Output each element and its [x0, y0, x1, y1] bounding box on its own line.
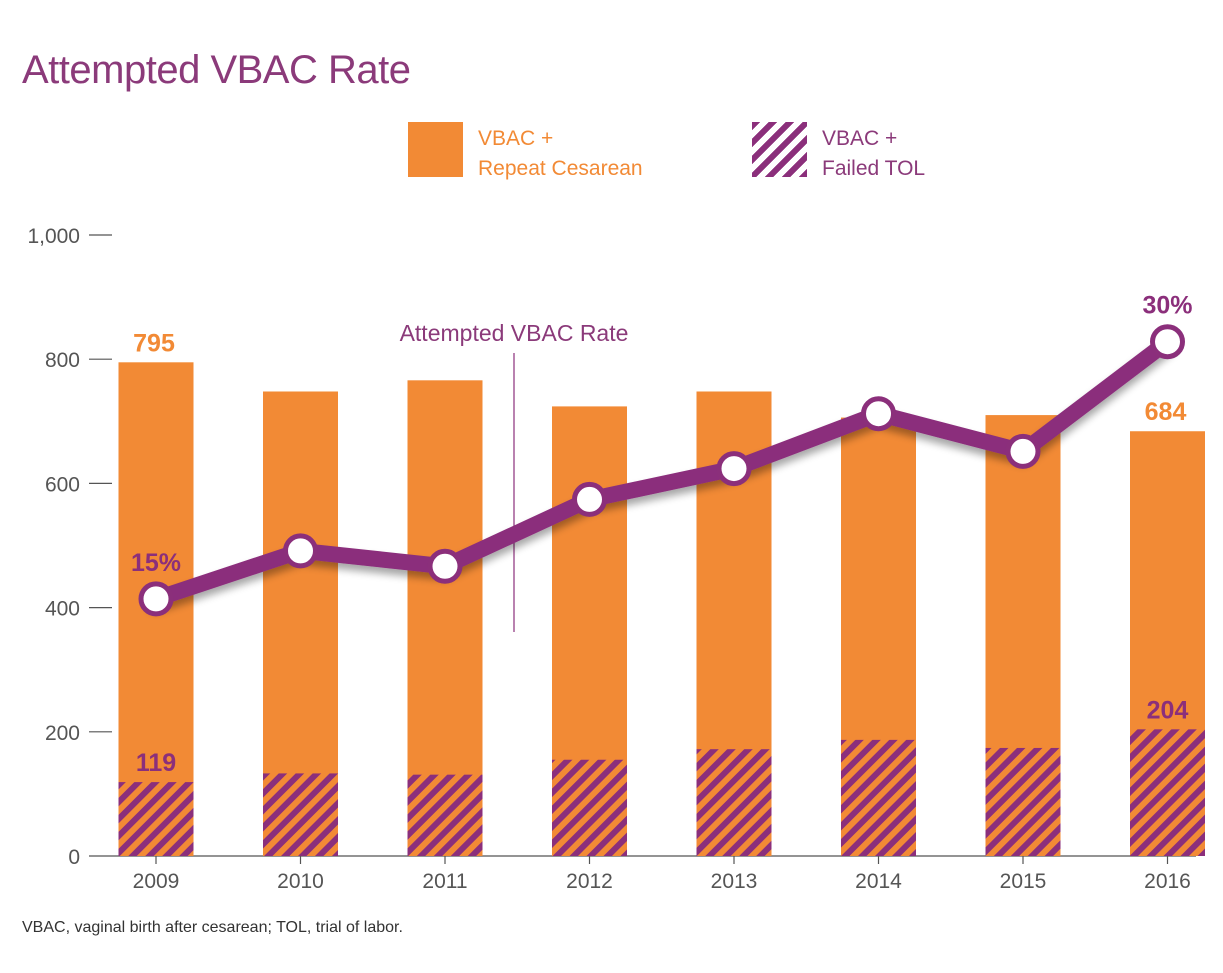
x-tick-label: 2012: [566, 870, 613, 893]
rate-value-label: 30%: [1142, 292, 1192, 320]
bar-value-label: 795: [133, 329, 175, 357]
rate-point: [572, 481, 607, 517]
rate-line: [148, 333, 1176, 607]
footnote: VBAC, vaginal birth after cesarean; TOL,…: [22, 919, 403, 936]
annotation-label: Attempted VBAC Rate: [400, 320, 629, 346]
rate-point: [138, 581, 174, 617]
y-tick-label: 600: [45, 473, 80, 496]
failed-tol-value-label: 119: [136, 749, 176, 777]
legend-label-repeat-cesarean: VBAC + Repeat Cesarean: [478, 124, 643, 184]
x-tick-label: 2014: [855, 870, 902, 893]
y-tick-label: 200: [45, 722, 80, 745]
legend-label-line-2: Failed TOL: [822, 157, 926, 180]
y-tick-label: 0: [68, 846, 80, 869]
x-tick-label: 2013: [711, 870, 758, 893]
bar-failed-tol: [696, 749, 772, 856]
bar-failed-tol: [118, 782, 194, 856]
chart-title: Attempted VBAC Rate: [22, 48, 411, 92]
bar-failed-tol: [407, 774, 483, 856]
x-tick-label: 2011: [422, 870, 467, 893]
y-tick-label: 800: [45, 349, 80, 372]
bar-failed-tol: [263, 773, 338, 856]
legend-swatch-orange: [408, 122, 463, 177]
legend-swatch-hatched: [752, 122, 807, 177]
bar-value-label: 684: [1145, 398, 1187, 426]
x-tick-label: 2016: [1144, 870, 1191, 893]
bar-failed-tol: [552, 759, 627, 856]
x-tick-label: 2015: [1000, 870, 1047, 893]
legend-label-line-1: VBAC +: [822, 127, 898, 150]
legend-label-failed-tol: VBAC + Failed TOL: [822, 124, 925, 184]
rate-point: [1005, 433, 1041, 469]
y-tick-label: 400: [45, 598, 80, 621]
rate-point: [283, 533, 318, 569]
x-tick-label: 2010: [277, 870, 324, 893]
rate-point: [1150, 324, 1185, 360]
x-tick-label: 2009: [133, 870, 180, 893]
rate-point: [716, 451, 752, 487]
rate-point: [427, 548, 463, 584]
rate-point: [861, 396, 896, 432]
bar-failed-tol: [1130, 729, 1205, 856]
y-tick-label: 1,000: [27, 225, 80, 248]
rate-value-label: 15%: [131, 549, 181, 577]
legend-label-line-2: Repeat Cesarean: [478, 157, 643, 180]
legend-label-line-1: VBAC +: [478, 127, 554, 150]
bar-failed-tol: [985, 747, 1061, 856]
bar-failed-tol: [841, 739, 916, 856]
failed-tol-value-label: 204: [1147, 696, 1189, 724]
